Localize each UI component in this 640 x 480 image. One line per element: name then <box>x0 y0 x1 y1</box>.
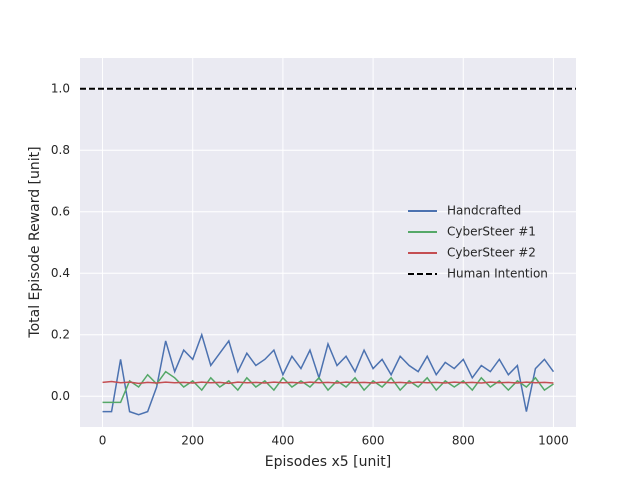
x-tick-label: 1000 <box>538 434 569 448</box>
y-tick-label: 0.0 <box>51 389 70 403</box>
legend-label: CyberSteer #1 <box>447 225 536 239</box>
plot-area <box>80 58 576 427</box>
x-tick-label: 800 <box>452 434 475 448</box>
legend: Handcrafted CyberSteer #1 CyberSteer #2 Hum… <box>408 204 548 281</box>
y-tick-label: 0.4 <box>51 266 70 280</box>
legend-label: CyberSteer #2 <box>447 246 536 260</box>
legend-label: Handcrafted <box>447 204 521 218</box>
series-line <box>102 380 554 385</box>
y-axis-label: Total Episode Reward [unit] <box>27 146 43 338</box>
x-tick-label: 600 <box>362 434 385 448</box>
series-line <box>102 370 554 404</box>
legend-label: Human Intention <box>447 267 548 281</box>
y-tick-label: 0.8 <box>51 143 70 157</box>
x-tick-label: 200 <box>181 434 204 448</box>
series-line <box>102 332 555 416</box>
y-tick-label: 0.2 <box>51 327 70 341</box>
y-tick-label: 1.0 <box>51 81 70 95</box>
x-tick-label: 400 <box>271 434 294 448</box>
x-tick-label: 0 <box>99 434 107 448</box>
y-tick-label: 0.6 <box>51 204 70 218</box>
x-axis-label: Episodes x5 [unit] <box>265 454 391 470</box>
